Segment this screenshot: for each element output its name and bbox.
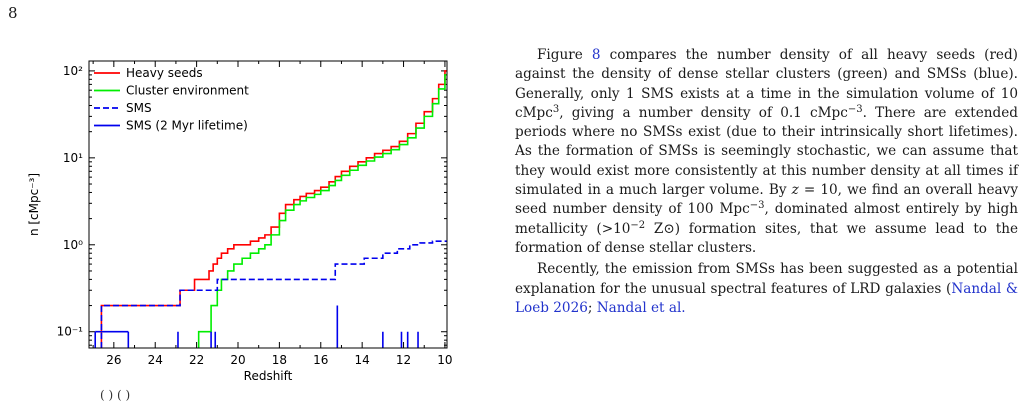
x-tick-label: 14: [355, 353, 370, 367]
x-axis-label: Redshift: [244, 369, 293, 383]
body-text: Figure 8 compares the number density of …: [515, 46, 1018, 318]
legend-entry: Heavy seeds: [126, 66, 203, 80]
x-tick-label: 22: [189, 353, 204, 367]
y-tick-label: 10¹: [63, 151, 83, 165]
legend-entry: SMS: [126, 101, 152, 115]
legend-entry: Cluster environment: [126, 84, 249, 98]
x-tick-label: 16: [313, 353, 328, 367]
figure-caption-fragment: ( ) ( ): [100, 388, 131, 401]
figure-8: 26 24 22 20 18 16 14 12 10 10⁻¹ 10⁰ 10¹ 10² Redshift…: [0, 0, 505, 401]
citation-link-nandal-et-al[interactable]: Nandal et al.: [596, 299, 686, 316]
y-tick-label: 10⁰: [63, 238, 83, 252]
x-tick-label: 26: [106, 353, 121, 367]
figure-ref-link[interactable]: 8: [591, 47, 601, 63]
series-line-2: [100, 240, 447, 348]
y-tick-label: 10²: [63, 64, 83, 78]
number-density-chart: 26 24 22 20 18 16 14 12 10 10⁻¹ 10⁰ 10¹ 10² Redshift…: [27, 60, 453, 383]
legend-entry: SMS (2 Myr lifetime): [126, 119, 248, 133]
series-line-0: [100, 70, 447, 348]
x-tick-label: 24: [148, 353, 163, 367]
page-number: 8: [8, 4, 18, 22]
x-tick-label: 20: [230, 353, 245, 367]
paragraph-2: Recently, the emission from SMSs has bee…: [515, 261, 1018, 316]
y-tick-label: 10⁻¹: [57, 325, 84, 339]
x-tick-label: 18: [272, 353, 287, 367]
x-tick-label: 10: [437, 353, 452, 367]
y-axis-label: n [cMpc⁻³]: [27, 173, 41, 236]
x-tick-label: 12: [396, 353, 411, 367]
citation-link-nandal-loeb[interactable]: Nandal & Loeb 2026: [515, 280, 1018, 316]
series-line-1: [197, 74, 447, 348]
paragraph-1: Figure 8 compares the number density of …: [515, 47, 1018, 256]
series-line-3: [94, 305, 419, 348]
plot-frame: [88, 60, 448, 349]
